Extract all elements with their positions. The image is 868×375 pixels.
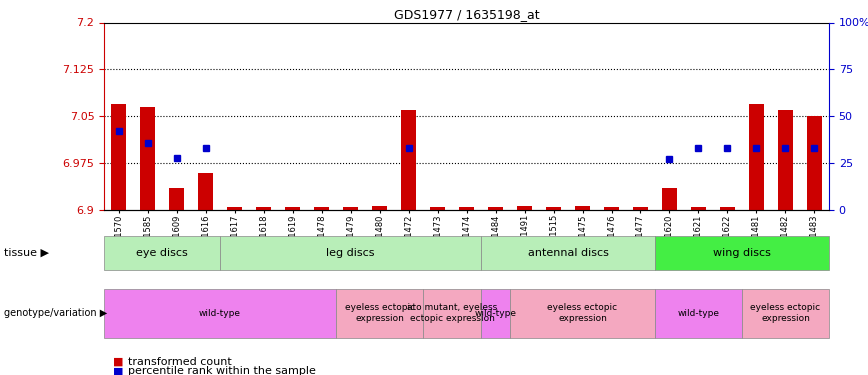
- Bar: [459, 207, 474, 210]
- Bar: [314, 207, 329, 210]
- Bar: [662, 188, 677, 210]
- Bar: [604, 207, 619, 210]
- Text: wing discs: wing discs: [713, 248, 771, 258]
- Bar: [227, 207, 242, 210]
- Bar: [199, 172, 213, 210]
- Bar: [634, 207, 648, 210]
- Bar: [489, 207, 503, 210]
- Bar: [691, 207, 706, 210]
- Bar: [169, 188, 184, 210]
- Title: GDS1977 / 1635198_at: GDS1977 / 1635198_at: [394, 8, 539, 21]
- Bar: [720, 207, 734, 210]
- Text: eyeless ectopic
expression: eyeless ectopic expression: [345, 303, 415, 323]
- Text: ■: ■: [113, 366, 123, 375]
- Bar: [431, 207, 444, 210]
- Text: ■: ■: [113, 357, 123, 367]
- Text: eye discs: eye discs: [136, 248, 188, 258]
- Bar: [344, 207, 358, 210]
- Bar: [372, 206, 387, 210]
- Bar: [256, 207, 271, 210]
- Text: genotype/variation ▶: genotype/variation ▶: [4, 308, 108, 318]
- Text: ato mutant, eyeless
ectopic expression: ato mutant, eyeless ectopic expression: [407, 303, 497, 323]
- Text: tissue ▶: tissue ▶: [4, 248, 49, 258]
- Text: eyeless ectopic
expression: eyeless ectopic expression: [751, 303, 820, 323]
- Bar: [575, 206, 589, 210]
- Text: antennal discs: antennal discs: [528, 248, 608, 258]
- Bar: [546, 207, 561, 210]
- Bar: [401, 110, 416, 210]
- Text: transformed count: transformed count: [128, 357, 233, 367]
- Text: leg discs: leg discs: [326, 248, 375, 258]
- Bar: [749, 104, 764, 210]
- Bar: [517, 206, 532, 210]
- Text: wild-type: wild-type: [199, 309, 241, 318]
- Text: wild-type: wild-type: [678, 309, 720, 318]
- Text: percentile rank within the sample: percentile rank within the sample: [128, 366, 316, 375]
- Text: wild-type: wild-type: [475, 309, 516, 318]
- Text: eyeless ectopic
expression: eyeless ectopic expression: [548, 303, 617, 323]
- Bar: [779, 110, 792, 210]
- Bar: [807, 116, 822, 210]
- Bar: [141, 107, 155, 210]
- Bar: [111, 104, 126, 210]
- Bar: [286, 207, 299, 210]
